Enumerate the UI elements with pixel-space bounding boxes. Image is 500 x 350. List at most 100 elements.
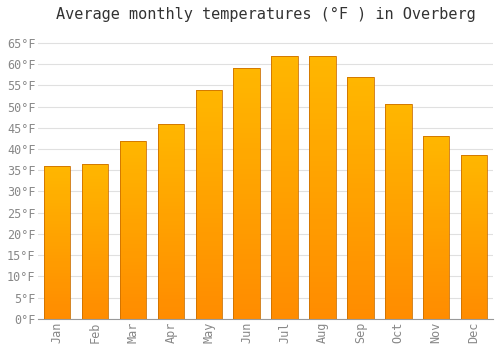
Bar <box>309 92 336 98</box>
Bar <box>461 221 487 224</box>
Bar <box>82 282 108 285</box>
Bar <box>82 210 108 214</box>
Bar <box>423 198 450 202</box>
Bar <box>309 193 336 198</box>
Bar <box>347 217 374 222</box>
Bar <box>423 290 450 293</box>
Bar <box>272 119 298 124</box>
Bar <box>309 108 336 113</box>
Bar <box>423 144 450 147</box>
Bar <box>347 290 374 295</box>
Bar <box>423 239 450 242</box>
Bar <box>423 154 450 158</box>
Bar <box>309 314 336 319</box>
Bar <box>423 301 450 304</box>
Bar <box>309 87 336 92</box>
Bar <box>196 278 222 282</box>
Bar <box>461 211 487 214</box>
Bar <box>120 180 146 183</box>
Bar <box>234 224 260 229</box>
Bar <box>309 103 336 108</box>
Bar <box>44 209 70 212</box>
Bar <box>272 214 298 219</box>
Bar <box>82 294 108 297</box>
Bar <box>461 234 487 237</box>
Bar <box>423 235 450 239</box>
Bar <box>196 241 222 245</box>
Bar <box>309 298 336 303</box>
Bar <box>196 145 222 149</box>
Bar <box>196 158 222 163</box>
Bar <box>461 198 487 201</box>
Bar <box>82 201 108 204</box>
Bar <box>272 92 298 98</box>
Bar <box>120 162 146 166</box>
Bar <box>347 125 374 130</box>
Bar <box>385 216 411 220</box>
Bar <box>158 315 184 319</box>
Bar <box>44 236 70 239</box>
Bar <box>385 267 411 272</box>
Bar <box>347 120 374 125</box>
Bar <box>423 264 450 268</box>
Bar <box>347 169 374 174</box>
Bar <box>120 148 146 151</box>
Bar <box>347 266 374 271</box>
Bar <box>234 98 260 103</box>
Bar <box>82 303 108 307</box>
Bar <box>234 178 260 184</box>
Bar <box>309 219 336 224</box>
Bar <box>44 169 70 172</box>
Bar <box>44 279 70 282</box>
Bar <box>347 183 374 188</box>
Bar <box>82 170 108 173</box>
Bar <box>234 219 260 224</box>
Bar <box>44 184 70 187</box>
Bar <box>44 285 70 288</box>
Bar <box>385 109 411 113</box>
Bar <box>461 159 487 162</box>
Bar <box>385 263 411 267</box>
Bar <box>461 296 487 299</box>
Bar <box>44 215 70 218</box>
Bar <box>385 302 411 306</box>
Bar <box>272 277 298 282</box>
Bar <box>158 280 184 284</box>
Bar <box>44 288 70 292</box>
Bar <box>234 264 260 269</box>
Bar <box>272 182 298 187</box>
Bar <box>309 129 336 134</box>
Bar <box>272 229 298 234</box>
Bar <box>120 158 146 162</box>
Bar <box>120 155 146 158</box>
Bar <box>196 154 222 158</box>
Bar <box>461 201 487 204</box>
Bar <box>196 227 222 232</box>
Bar <box>423 308 450 312</box>
Bar <box>120 144 146 148</box>
Bar <box>234 254 260 259</box>
Bar <box>196 264 222 268</box>
Bar <box>347 159 374 164</box>
Bar <box>234 299 260 304</box>
Bar <box>82 272 108 275</box>
Bar <box>158 307 184 311</box>
Bar <box>309 261 336 266</box>
Bar <box>461 283 487 286</box>
Bar <box>461 191 487 195</box>
Bar <box>423 271 450 275</box>
Bar <box>347 222 374 227</box>
Bar <box>309 282 336 287</box>
Bar <box>44 270 70 273</box>
Bar <box>120 276 146 280</box>
Bar <box>423 217 450 220</box>
Bar <box>196 310 222 314</box>
Bar <box>272 287 298 293</box>
Bar <box>385 229 411 233</box>
Bar <box>196 250 222 255</box>
Bar <box>423 180 450 184</box>
Bar <box>347 232 374 237</box>
Bar <box>82 310 108 313</box>
Bar <box>44 212 70 215</box>
Bar <box>120 247 146 251</box>
